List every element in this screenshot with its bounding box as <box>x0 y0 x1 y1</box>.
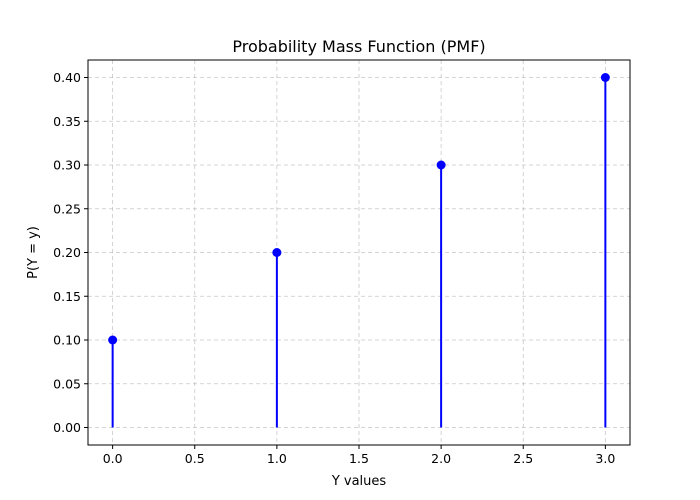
ticks: 0.0 0.5 1.0 1.5 2.0 2.5 3.0 0.00 0.05 0.10 0.15 0.2… <box>53 70 615 466</box>
x-tick-label: 0.5 <box>185 451 205 466</box>
x-tick-label: 1.5 <box>349 451 369 466</box>
chart-title: Probability Mass Function (PMF) <box>232 37 485 56</box>
stem-marker <box>600 73 610 82</box>
y-tick-label: 0.15 <box>53 289 81 304</box>
y-tick-label: 0.25 <box>53 201 81 216</box>
y-tick-label: 0.40 <box>53 70 81 85</box>
grid <box>88 60 630 445</box>
y-tick-label: 0.05 <box>53 376 81 391</box>
x-tick-label: 3.0 <box>595 451 615 466</box>
y-axis-label: P(Y = y) <box>26 226 41 279</box>
x-tick-label: 2.0 <box>431 451 451 466</box>
stems <box>108 73 610 428</box>
x-axis-label: Y values <box>331 474 387 489</box>
x-tick-label: 0.0 <box>103 451 123 466</box>
x-tick-label: 1.0 <box>267 451 287 466</box>
stem-marker <box>108 335 118 345</box>
y-tick-label: 0.00 <box>53 420 81 435</box>
y-tick-label: 0.20 <box>53 245 81 260</box>
y-tick-label: 0.30 <box>53 158 81 173</box>
y-tick-label: 0.35 <box>53 114 81 129</box>
y-tick-label: 0.10 <box>53 333 81 348</box>
stem-marker <box>436 160 446 170</box>
stem-marker <box>272 248 282 257</box>
x-tick-label: 2.5 <box>513 451 533 466</box>
